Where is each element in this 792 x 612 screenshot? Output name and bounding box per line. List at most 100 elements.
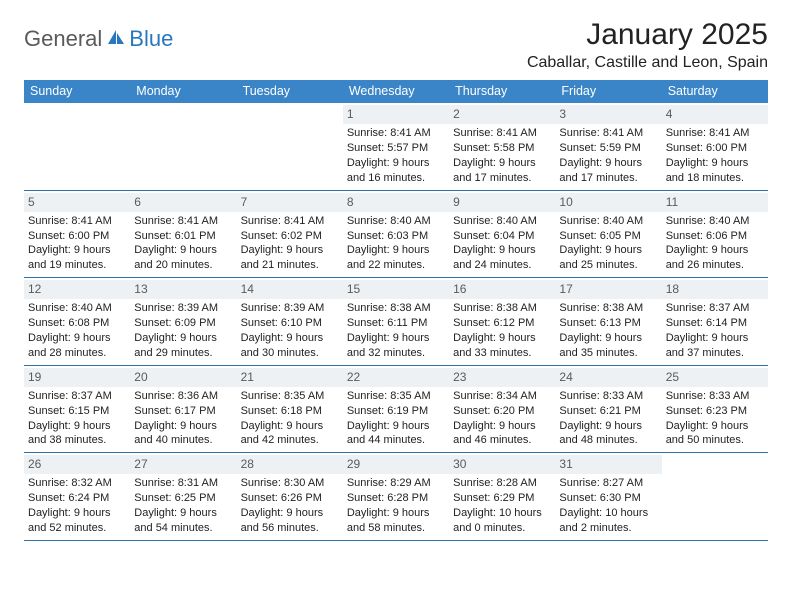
day-details: Sunrise: 8:41 AMSunset: 6:00 PMDaylight:… (28, 214, 126, 273)
day-number: 24 (555, 368, 661, 387)
day-number: 19 (24, 368, 130, 387)
daylight-line: Daylight: 9 hours and 40 minutes. (134, 419, 232, 449)
day-details: Sunrise: 8:38 AMSunset: 6:13 PMDaylight:… (559, 301, 657, 360)
sunrise-line: Sunrise: 8:41 AM (347, 126, 445, 141)
sunrise-line: Sunrise: 8:33 AM (666, 389, 764, 404)
sunset-line: Sunset: 6:15 PM (28, 404, 126, 419)
sunset-line: Sunset: 6:21 PM (559, 404, 657, 419)
sunrise-line: Sunrise: 8:39 AM (241, 301, 339, 316)
daylight-line: Daylight: 9 hours and 28 minutes. (28, 331, 126, 361)
daylight-line: Daylight: 9 hours and 16 minutes. (347, 156, 445, 186)
calendar-day-cell: 22Sunrise: 8:35 AMSunset: 6:19 PMDayligh… (343, 366, 449, 453)
calendar-day-cell: 31 Sunrise: 8:27 AMSunset: 6:30 PMDayligh… (555, 453, 661, 540)
day-number: 13 (130, 280, 236, 299)
calendar-day-cell: . (237, 103, 343, 190)
sunset-line: Sunset: 6:14 PM (666, 316, 764, 331)
calendar-day-cell: 9Sunrise: 8:40 AMSunset: 6:04 PMDaylight… (449, 191, 555, 278)
calendar-week: 26Sunrise: 8:32 AMSunset: 6:24 PMDayligh… (24, 453, 768, 541)
daylight-line: Daylight: 9 hours and 21 minutes. (241, 243, 339, 273)
sunrise-line: Sunrise: 8:40 AM (347, 214, 445, 229)
title-block: January 2025 Caballar, Castille and Leon… (527, 18, 768, 72)
calendar-day-cell: 26Sunrise: 8:32 AMSunset: 6:24 PMDayligh… (24, 453, 130, 540)
daylight-line: Daylight: 9 hours and 46 minutes. (453, 419, 551, 449)
daylight-line: Daylight: 10 hours and 2 minutes. (559, 506, 657, 536)
calendar: SundayMondayTuesdayWednesdayThursdayFrid… (24, 80, 768, 541)
day-details: Sunrise: 8:41 AMSunset: 6:01 PMDaylight:… (134, 214, 232, 273)
weekday-header: Friday (555, 80, 661, 103)
day-details: Sunrise: 8:40 AMSunset: 6:04 PMDaylight:… (453, 214, 551, 273)
calendar-day-cell: 3Sunrise: 8:41 AMSunset: 5:59 PMDaylight… (555, 103, 661, 190)
day-details: Sunrise: 8:41 AMSunset: 6:00 PMDaylight:… (666, 126, 764, 185)
day-details: Sunrise: 8:27 AMSunset: 6:30 PMDaylight:… (559, 476, 657, 535)
day-number: 1 (343, 105, 449, 124)
calendar-day-cell: 28Sunrise: 8:30 AMSunset: 6:26 PMDayligh… (237, 453, 343, 540)
daylight-line: Daylight: 9 hours and 32 minutes. (347, 331, 445, 361)
brand-part2: Blue (129, 26, 173, 52)
sunrise-line: Sunrise: 8:35 AM (347, 389, 445, 404)
calendar-day-cell: 30Sunrise: 8:28 AMSunset: 6:29 PMDayligh… (449, 453, 555, 540)
day-number: 17 (555, 280, 661, 299)
calendar-day-cell: 23Sunrise: 8:34 AMSunset: 6:20 PMDayligh… (449, 366, 555, 453)
daylight-line: Daylight: 9 hours and 52 minutes. (28, 506, 126, 536)
day-details: Sunrise: 8:31 AMSunset: 6:25 PMDaylight:… (134, 476, 232, 535)
sunset-line: Sunset: 6:06 PM (666, 229, 764, 244)
sunset-line: Sunset: 6:24 PM (28, 491, 126, 506)
calendar-day-cell: 17 Sunrise: 8:38 AMSunset: 6:13 PMDayligh… (555, 278, 661, 365)
sunset-line: Sunset: 6:29 PM (453, 491, 551, 506)
calendar-day-cell: 6 Sunrise: 8:41 AMSunset: 6:01 PMDaylight… (130, 191, 236, 278)
sunrise-line: Sunrise: 8:27 AM (559, 476, 657, 491)
day-number: 14 (237, 280, 343, 299)
calendar-day-cell: 14Sunrise: 8:39 AMSunset: 6:10 PMDayligh… (237, 278, 343, 365)
day-number: 15 (343, 280, 449, 299)
daylight-line: Daylight: 9 hours and 35 minutes. (559, 331, 657, 361)
day-details: Sunrise: 8:41 AMSunset: 6:02 PMDaylight:… (241, 214, 339, 273)
daylight-line: Daylight: 9 hours and 19 minutes. (28, 243, 126, 273)
calendar-day-cell: 15Sunrise: 8:38 AMSunset: 6:11 PMDayligh… (343, 278, 449, 365)
day-number: 2 (449, 105, 555, 124)
day-number: 25 (662, 368, 768, 387)
day-number: 23 (449, 368, 555, 387)
day-number: 20 (130, 368, 236, 387)
sunrise-line: Sunrise: 8:40 AM (453, 214, 551, 229)
sunrise-line: Sunrise: 8:40 AM (666, 214, 764, 229)
sunset-line: Sunset: 6:18 PM (241, 404, 339, 419)
sunrise-line: Sunrise: 8:41 AM (241, 214, 339, 229)
day-details: Sunrise: 8:39 AMSunset: 6:09 PMDaylight:… (134, 301, 232, 360)
day-number: 7 (237, 193, 343, 212)
day-details: Sunrise: 8:30 AMSunset: 6:26 PMDaylight:… (241, 476, 339, 535)
sunset-line: Sunset: 6:08 PM (28, 316, 126, 331)
location-subtitle: Caballar, Castille and Leon, Spain (527, 54, 768, 72)
day-details: Sunrise: 8:40 AMSunset: 6:05 PMDaylight:… (559, 214, 657, 273)
daylight-line: Daylight: 9 hours and 25 minutes. (559, 243, 657, 273)
day-details: Sunrise: 8:41 AMSunset: 5:58 PMDaylight:… (453, 126, 551, 185)
day-number: 6 (130, 193, 236, 212)
day-number: 31 (555, 455, 661, 474)
page-title: January 2025 (527, 18, 768, 52)
day-number: 27 (130, 455, 236, 474)
day-details: Sunrise: 8:38 AMSunset: 6:12 PMDaylight:… (453, 301, 551, 360)
day-details: Sunrise: 8:28 AMSunset: 6:29 PMDaylight:… (453, 476, 551, 535)
sunset-line: Sunset: 6:00 PM (28, 229, 126, 244)
daylight-line: Daylight: 9 hours and 38 minutes. (28, 419, 126, 449)
day-details: Sunrise: 8:36 AMSunset: 6:17 PMDaylight:… (134, 389, 232, 448)
sunset-line: Sunset: 6:26 PM (241, 491, 339, 506)
sunrise-line: Sunrise: 8:38 AM (347, 301, 445, 316)
daylight-line: Daylight: 9 hours and 37 minutes. (666, 331, 764, 361)
day-details: Sunrise: 8:40 AMSunset: 6:08 PMDaylight:… (28, 301, 126, 360)
calendar-day-cell: 1 Sunrise: 8:41 AMSunset: 5:57 PMDaylight… (343, 103, 449, 190)
weekday-header: Saturday (662, 80, 768, 103)
calendar-week: 19Sunrise: 8:37 AMSunset: 6:15 PMDayligh… (24, 366, 768, 454)
calendar-day-cell: 16Sunrise: 8:38 AMSunset: 6:12 PMDayligh… (449, 278, 555, 365)
sunrise-line: Sunrise: 8:41 AM (453, 126, 551, 141)
sunset-line: Sunset: 6:23 PM (666, 404, 764, 419)
daylight-line: Daylight: 9 hours and 26 minutes. (666, 243, 764, 273)
weekday-header: Monday (130, 80, 236, 103)
sunset-line: Sunset: 5:57 PM (347, 141, 445, 156)
sunset-line: Sunset: 6:13 PM (559, 316, 657, 331)
daylight-line: Daylight: 9 hours and 58 minutes. (347, 506, 445, 536)
sunset-line: Sunset: 6:00 PM (666, 141, 764, 156)
brand-part1: General (24, 26, 102, 52)
day-details: Sunrise: 8:40 AMSunset: 6:03 PMDaylight:… (347, 214, 445, 273)
daylight-line: Daylight: 9 hours and 30 minutes. (241, 331, 339, 361)
daylight-line: Daylight: 9 hours and 29 minutes. (134, 331, 232, 361)
